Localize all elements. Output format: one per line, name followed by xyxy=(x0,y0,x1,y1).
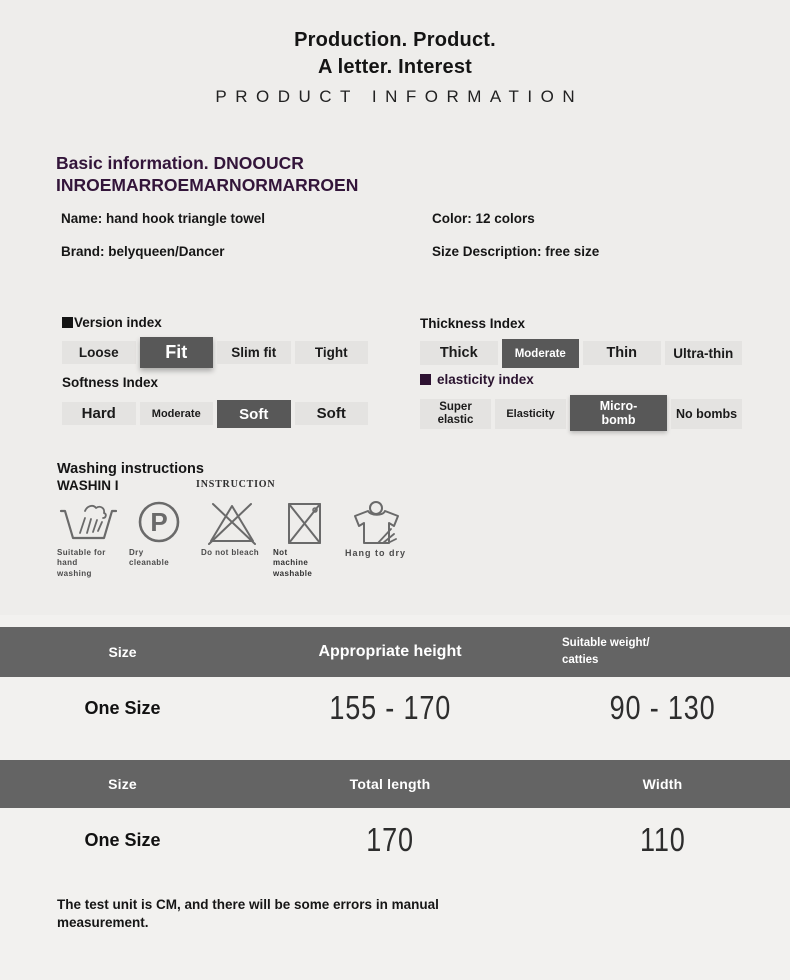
product-name-field: Name: hand hook triangle towel xyxy=(61,211,266,226)
wash-item-label: Not machine washable xyxy=(273,548,313,578)
wash-item-no-machine-wash: Not machine washable xyxy=(273,500,334,579)
hand-wash-icon xyxy=(59,504,117,540)
table-cell-one-size: One Size xyxy=(84,697,161,718)
option-tight[interactable]: Tight xyxy=(294,341,368,364)
option-moderate[interactable]: Moderate xyxy=(139,402,213,425)
size-table-2-header: Size Total length Width xyxy=(0,760,790,808)
page-title-line2: A letter. Interest xyxy=(317,56,473,78)
wash-item-label: Suitable for hand washing xyxy=(57,548,106,578)
version-index-title: Version index xyxy=(62,315,162,330)
option-hard[interactable]: Hard xyxy=(62,402,136,425)
black-square-bullet-icon xyxy=(62,317,73,328)
washing-icons-row: Suitable for hand washing P Dry cleanabl… xyxy=(57,500,406,579)
svg-text:P: P xyxy=(150,507,167,537)
option-no-bombs[interactable]: No bombs xyxy=(671,399,742,429)
size-table-1-header: Size Appropriate height Suitable weight/… xyxy=(0,627,790,677)
table-cell-one-size: One Size xyxy=(84,829,161,850)
page-title: Production. Product. A letter. Interest xyxy=(0,27,790,81)
thickness-index-title: Thickness Index xyxy=(420,316,526,331)
wash-item-hand-wash: Suitable for hand washing xyxy=(57,500,118,579)
table-cell-height-range: 155 - 170 xyxy=(329,689,451,726)
purple-square-bullet-icon xyxy=(420,374,431,385)
size-table-1-row: One Size 155 - 170 90 - 130 xyxy=(0,677,790,739)
table-header-cell-size: Size xyxy=(108,776,137,792)
do-not-bleach-icon xyxy=(207,503,256,545)
hang-to-dry-icon xyxy=(353,501,399,544)
product-color-field: Color: 12 colors xyxy=(432,211,535,226)
table-header-cell-width: Width xyxy=(642,776,683,792)
wash-item-label: Do not bleach xyxy=(201,548,260,557)
option-slim-fit[interactable]: Slim fit xyxy=(217,341,291,364)
dry-clean-icon: P xyxy=(138,501,179,543)
page-subtitle: PRODUCT INFORMATION xyxy=(215,87,584,106)
option-moderate-selected[interactable]: Moderate xyxy=(501,339,579,368)
wash-item-dry-clean: P Dry cleanable xyxy=(129,500,190,579)
washing-instructions-title: Washing instructions xyxy=(57,461,204,477)
elasticity-index-title: elasticity index xyxy=(420,372,534,387)
product-size-description-field: Size Description: free size xyxy=(432,244,600,259)
wash-item-label: Hang to dry xyxy=(345,548,407,558)
option-fit-selected[interactable]: Fit xyxy=(139,337,213,368)
measurement-note: The test unit is CM, and there will be s… xyxy=(57,897,439,930)
option-soft[interactable]: Soft xyxy=(294,402,368,425)
table-cell-width-value: 110 xyxy=(639,821,686,858)
basic-info-heading-line2: INROEMARROEMARNORMARROEN xyxy=(56,175,359,195)
thickness-index-options: Thick Moderate Thin Ultra-thin xyxy=(420,339,742,368)
table-header-cell-size: Size xyxy=(108,644,137,660)
basic-info-heading: Basic information. DNOOUCR INROEMARROEMA… xyxy=(56,152,358,196)
option-ultra-thin[interactable]: Ultra-thin xyxy=(664,341,742,365)
table-header-cell-suitable-weight: Suitable weight/ catties xyxy=(562,637,650,666)
basic-info-heading-line1: Basic information. DNOOUCR xyxy=(56,153,304,173)
option-super-elastic[interactable]: Super elastic xyxy=(420,399,491,429)
wash-item-hang-to-dry: Hang to dry xyxy=(345,500,406,579)
option-micro-bomb-selected[interactable]: Micro-bomb xyxy=(570,395,667,431)
softness-index-title: Softness Index xyxy=(62,375,159,390)
wash-item-label: Dry cleanable xyxy=(129,548,170,568)
table-cell-total-length-value: 170 xyxy=(366,821,414,858)
no-machine-wash-icon xyxy=(287,503,321,544)
wash-item-do-not-bleach: Do not bleach xyxy=(201,500,262,579)
option-soft-selected[interactable]: Soft xyxy=(217,400,291,428)
table-header-cell-total-length: Total length xyxy=(349,776,431,792)
washing-instructions-caption: INSTRUCTION xyxy=(196,479,276,490)
washing-instructions-subtitle: WASHIN I xyxy=(57,478,119,493)
softness-index-options: Hard Moderate Soft Soft xyxy=(62,400,368,428)
option-elasticity[interactable]: Elasticity xyxy=(495,399,566,429)
table-header-cell-appropriate-height: Appropriate height xyxy=(318,643,462,660)
elasticity-index-options: Super elastic Elasticity Micro-bomb No b… xyxy=(420,395,742,431)
product-brand-field: Brand: belyqueen/Dancer xyxy=(61,244,225,259)
option-thick[interactable]: Thick xyxy=(420,341,498,365)
version-index-options: Loose Fit Slim fit Tight xyxy=(62,337,368,368)
page-title-line1: Production. Product. xyxy=(294,29,496,51)
option-loose[interactable]: Loose xyxy=(62,341,136,364)
option-thin[interactable]: Thin xyxy=(583,341,661,365)
size-table-2-row: One Size 170 110 xyxy=(0,808,790,872)
table-cell-weight-range: 90 - 130 xyxy=(609,689,716,726)
